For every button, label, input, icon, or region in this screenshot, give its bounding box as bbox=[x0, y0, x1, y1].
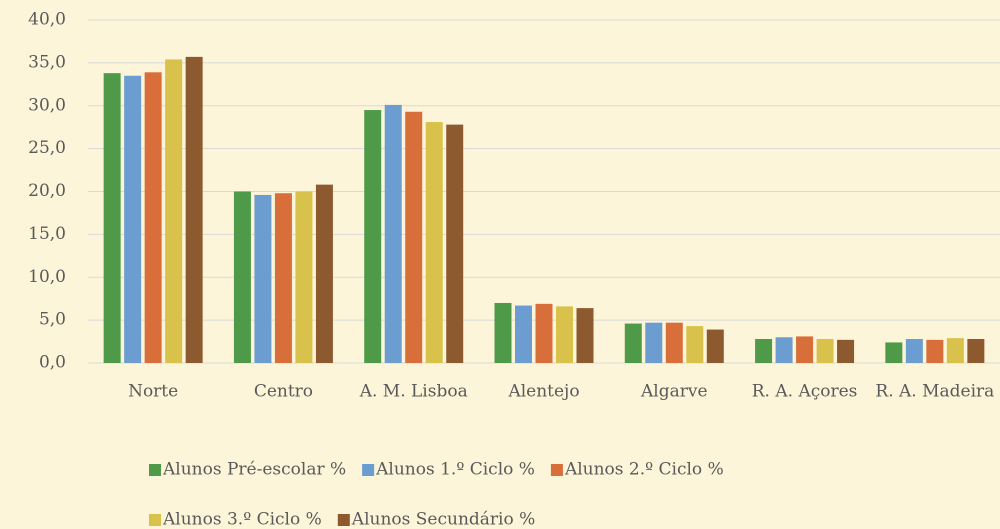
legend-label: Alunos 2.º Ciclo % bbox=[564, 460, 724, 480]
bar bbox=[816, 338, 834, 363]
legend-label: Alunos Pré-escolar % bbox=[162, 460, 346, 480]
bar bbox=[103, 73, 121, 363]
bar bbox=[254, 194, 272, 363]
bar bbox=[494, 302, 512, 363]
legend-swatch bbox=[149, 464, 161, 476]
y-tick-label: 5,0 bbox=[39, 310, 66, 330]
bar bbox=[185, 56, 203, 364]
bar bbox=[384, 104, 402, 363]
bar bbox=[446, 124, 464, 364]
legend-label: Alunos 1.º Ciclo % bbox=[375, 460, 535, 480]
bar bbox=[576, 308, 594, 363]
bar bbox=[405, 111, 423, 363]
y-tick-label: 15,0 bbox=[28, 224, 66, 244]
y-tick-label: 40,0 bbox=[28, 10, 66, 30]
x-tick-label: R. A. Madeira bbox=[875, 382, 994, 402]
bar bbox=[624, 323, 642, 363]
bar bbox=[686, 326, 704, 363]
bar bbox=[124, 75, 142, 364]
x-tick-label: R. A. Açores bbox=[752, 382, 858, 402]
bar bbox=[556, 306, 573, 363]
bar bbox=[885, 342, 903, 363]
bar bbox=[233, 191, 251, 363]
bar bbox=[837, 339, 855, 363]
bar bbox=[926, 339, 944, 363]
bar bbox=[755, 338, 773, 363]
bar bbox=[946, 338, 964, 363]
bar bbox=[665, 322, 683, 363]
y-tick-label: 10,0 bbox=[28, 267, 66, 287]
bar bbox=[515, 305, 532, 363]
bar bbox=[425, 122, 443, 363]
bar bbox=[364, 110, 382, 363]
legend-swatch bbox=[550, 464, 563, 476]
y-tick-label: 0,0 bbox=[39, 353, 66, 373]
y-tick-label: 35,0 bbox=[28, 52, 66, 72]
legend-label: Alunos Secundário % bbox=[351, 510, 535, 529]
x-tick-label: A. M. Lisboa bbox=[359, 382, 468, 402]
y-tick-label: 20,0 bbox=[28, 181, 66, 201]
bar bbox=[274, 193, 292, 363]
x-tick-label: Norte bbox=[128, 382, 178, 402]
legend-swatch bbox=[362, 464, 375, 476]
bar bbox=[796, 336, 814, 363]
bar bbox=[645, 322, 663, 363]
bar bbox=[165, 59, 183, 363]
bar bbox=[535, 303, 553, 363]
legend-label: Alunos 3.º Ciclo % bbox=[162, 510, 322, 529]
bar bbox=[295, 191, 313, 363]
bar bbox=[775, 337, 793, 363]
x-tick-label: Algarve bbox=[640, 382, 708, 402]
legend-swatch bbox=[337, 514, 350, 526]
y-tick-label: 25,0 bbox=[28, 138, 66, 158]
bar bbox=[706, 329, 724, 363]
legend-swatch bbox=[149, 514, 161, 526]
bar bbox=[144, 72, 162, 364]
bar bbox=[967, 338, 985, 363]
x-tick-label: Centro bbox=[254, 382, 313, 402]
bar bbox=[905, 338, 923, 363]
bar bbox=[315, 184, 333, 363]
y-tick-label: 30,0 bbox=[28, 95, 66, 115]
x-tick-label: Alentejo bbox=[507, 382, 579, 402]
